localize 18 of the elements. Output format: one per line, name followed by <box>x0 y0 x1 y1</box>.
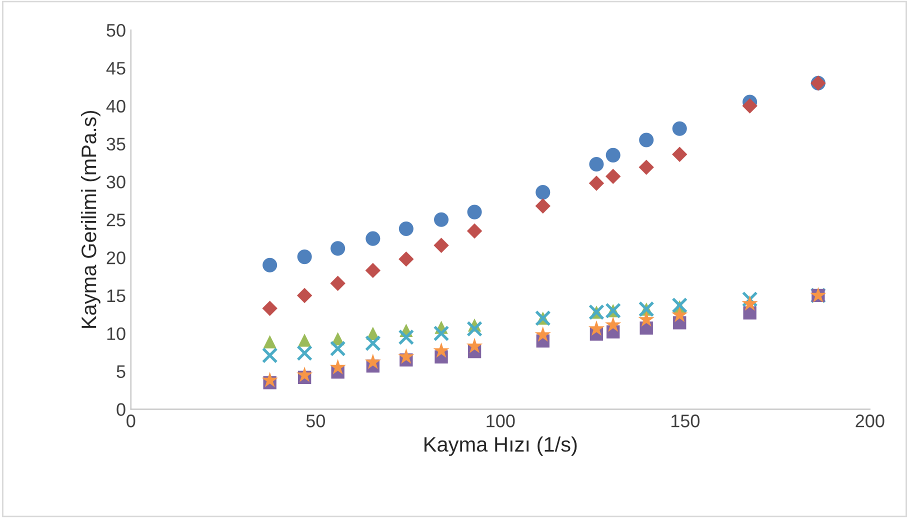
y-tick-label: 45 <box>106 62 126 75</box>
y-tick-label: 10 <box>107 327 126 340</box>
y-tick-label: 25 <box>106 214 126 226</box>
y-tick-label: 5 <box>116 365 126 378</box>
y-tick-label: 35 <box>106 138 126 151</box>
y-tick-label: 50 <box>106 24 126 37</box>
x-tick-label: 50 <box>306 414 325 428</box>
y-tick-label: 40 <box>106 100 126 113</box>
x-tick-label: 200 <box>856 414 884 428</box>
x-tick-label: 0 <box>126 414 136 428</box>
x-tick-label: 100 <box>486 414 515 428</box>
y-tick-label: 15 <box>107 290 126 302</box>
x-axis-title: Kayma Hızı (1/s) <box>424 436 577 456</box>
x-tick-label: 150 <box>671 414 700 428</box>
y-axis-title: Kayma Gerilimi (mPa.s) <box>80 110 100 328</box>
y-tick-label: 20 <box>106 251 126 264</box>
y-tick-label: 0 <box>116 403 126 416</box>
y-tick-label: 30 <box>106 176 126 188</box>
